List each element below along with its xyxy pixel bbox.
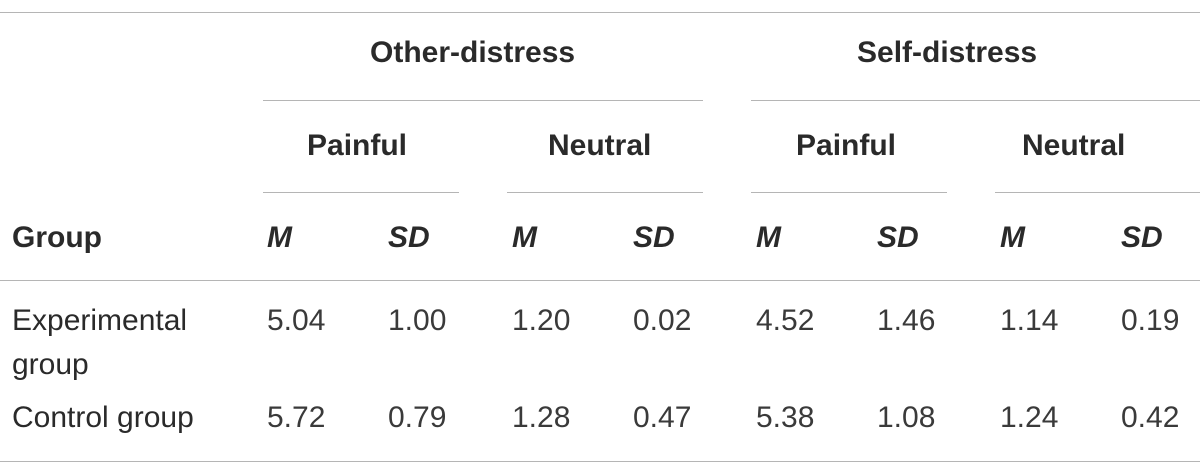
table-cell: 1.46 [877,304,936,337]
stat-header-sd: SD [877,221,919,254]
table-cell: 0.02 [633,304,692,337]
table-cell: 5.38 [756,401,815,434]
stat-header-sd: SD [1121,221,1163,254]
table-cell: 0.19 [1121,304,1180,337]
table-cell: 0.79 [388,401,447,434]
table-cell: 1.28 [512,401,571,434]
stat-header-m: M [267,221,292,254]
stimulus-rule-other-neutral [507,192,703,193]
table-cell: 1.14 [1000,304,1059,337]
group-column-header: Group [12,221,102,254]
stimulus-rule-self-neutral [995,192,1200,193]
condition-rule-self-distress [751,100,1200,101]
stimulus-header-self-painful: Painful [796,129,897,162]
table-top-rule [0,12,1200,13]
stat-header-m: M [1000,221,1025,254]
table-cell: 5.72 [267,401,326,434]
table-bottom-rule [0,461,1200,462]
condition-rule-other-distress [263,100,703,101]
stimulus-header-other-neutral: Neutral [548,129,652,162]
stat-header-m: M [756,221,781,254]
stimulus-rule-other-painful [263,192,459,193]
row-group-label: Control group [12,401,194,434]
table-cell: 0.42 [1121,401,1180,434]
table-cell: 1.24 [1000,401,1059,434]
stat-header-m: M [512,221,537,254]
stimulus-header-self-neutral: Neutral [1022,129,1126,162]
stimulus-rule-self-painful [751,192,947,193]
table-cell: 5.04 [267,304,326,337]
header-bottom-rule [0,280,1200,281]
condition-header-self-distress: Self-distress [857,36,1038,69]
stimulus-header-other-painful: Painful [307,129,408,162]
table-cell: 1.00 [388,304,447,337]
stat-header-sd: SD [633,221,675,254]
row-group-label: Experimental group [12,304,188,381]
table-cell: 4.52 [756,304,815,337]
table-cell: 1.08 [877,401,936,434]
stat-header-sd: SD [388,221,430,254]
condition-header-other-distress: Other-distress [370,36,576,69]
table-cell: 1.20 [512,304,571,337]
table-cell: 0.47 [633,401,692,434]
